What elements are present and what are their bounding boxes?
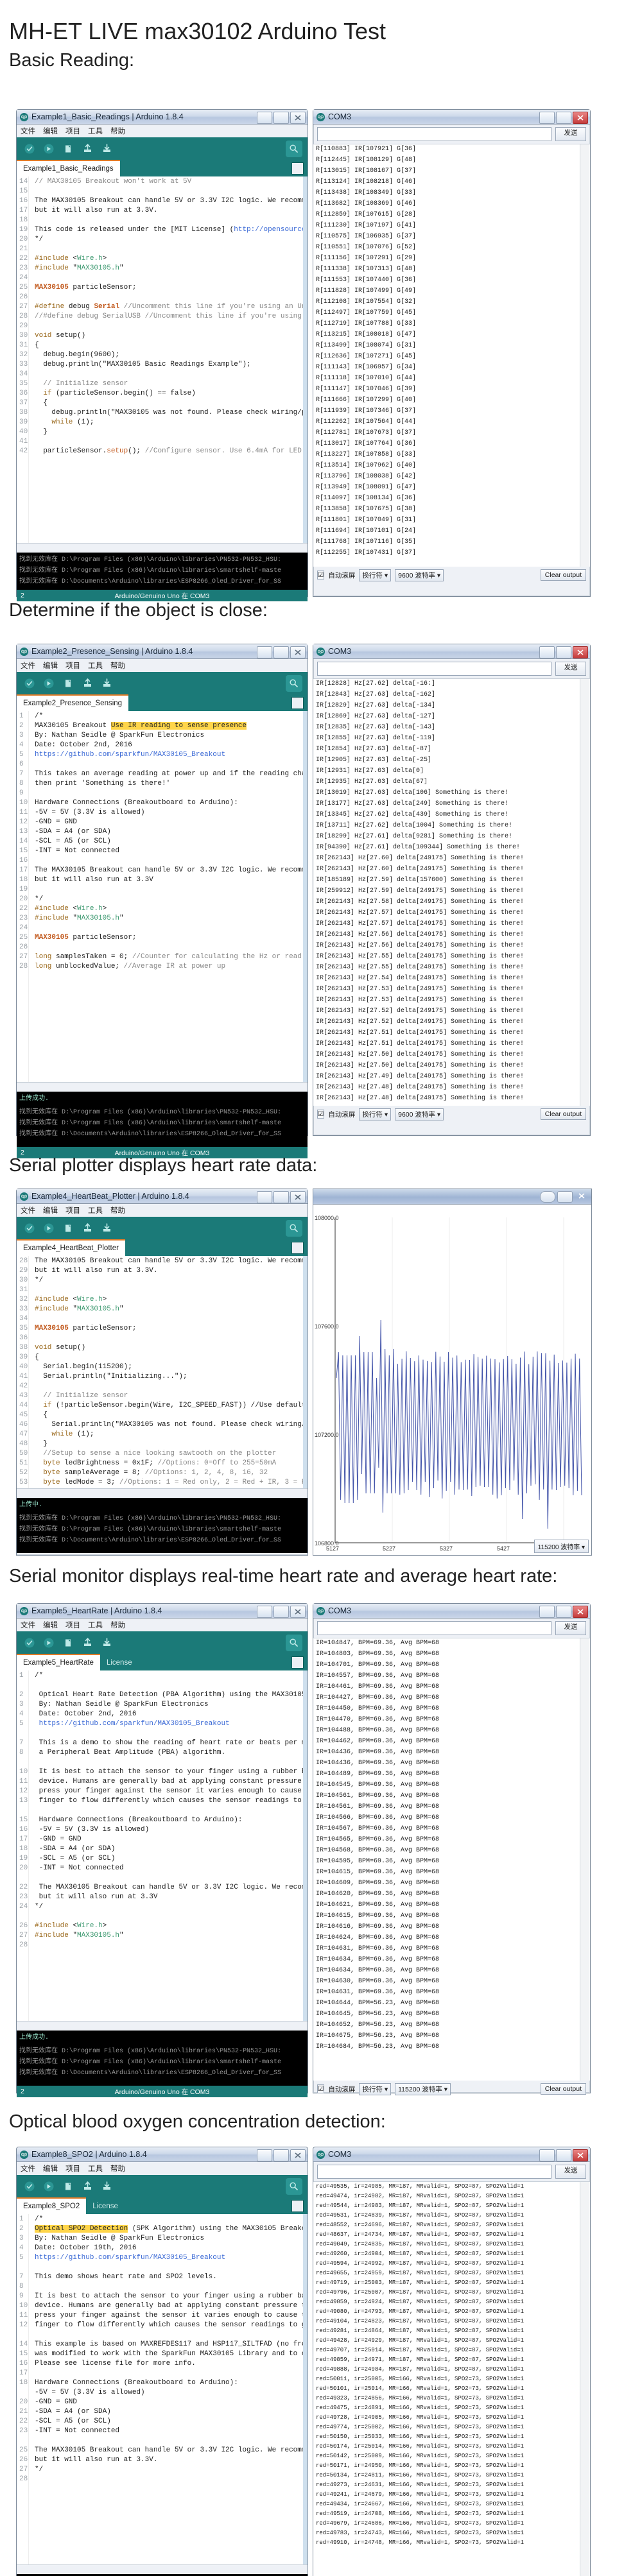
svg-text:5327: 5327 xyxy=(440,1545,453,1552)
svg-text:5227: 5227 xyxy=(383,1545,395,1552)
svg-text:5427: 5427 xyxy=(497,1545,510,1552)
svg-text:5127: 5127 xyxy=(326,1545,339,1552)
svg-text:107600.0: 107600.0 xyxy=(315,1323,339,1330)
svg-text:107200.0: 107200.0 xyxy=(315,1432,339,1438)
svg-text:108000.0: 108000.0 xyxy=(315,1215,339,1221)
